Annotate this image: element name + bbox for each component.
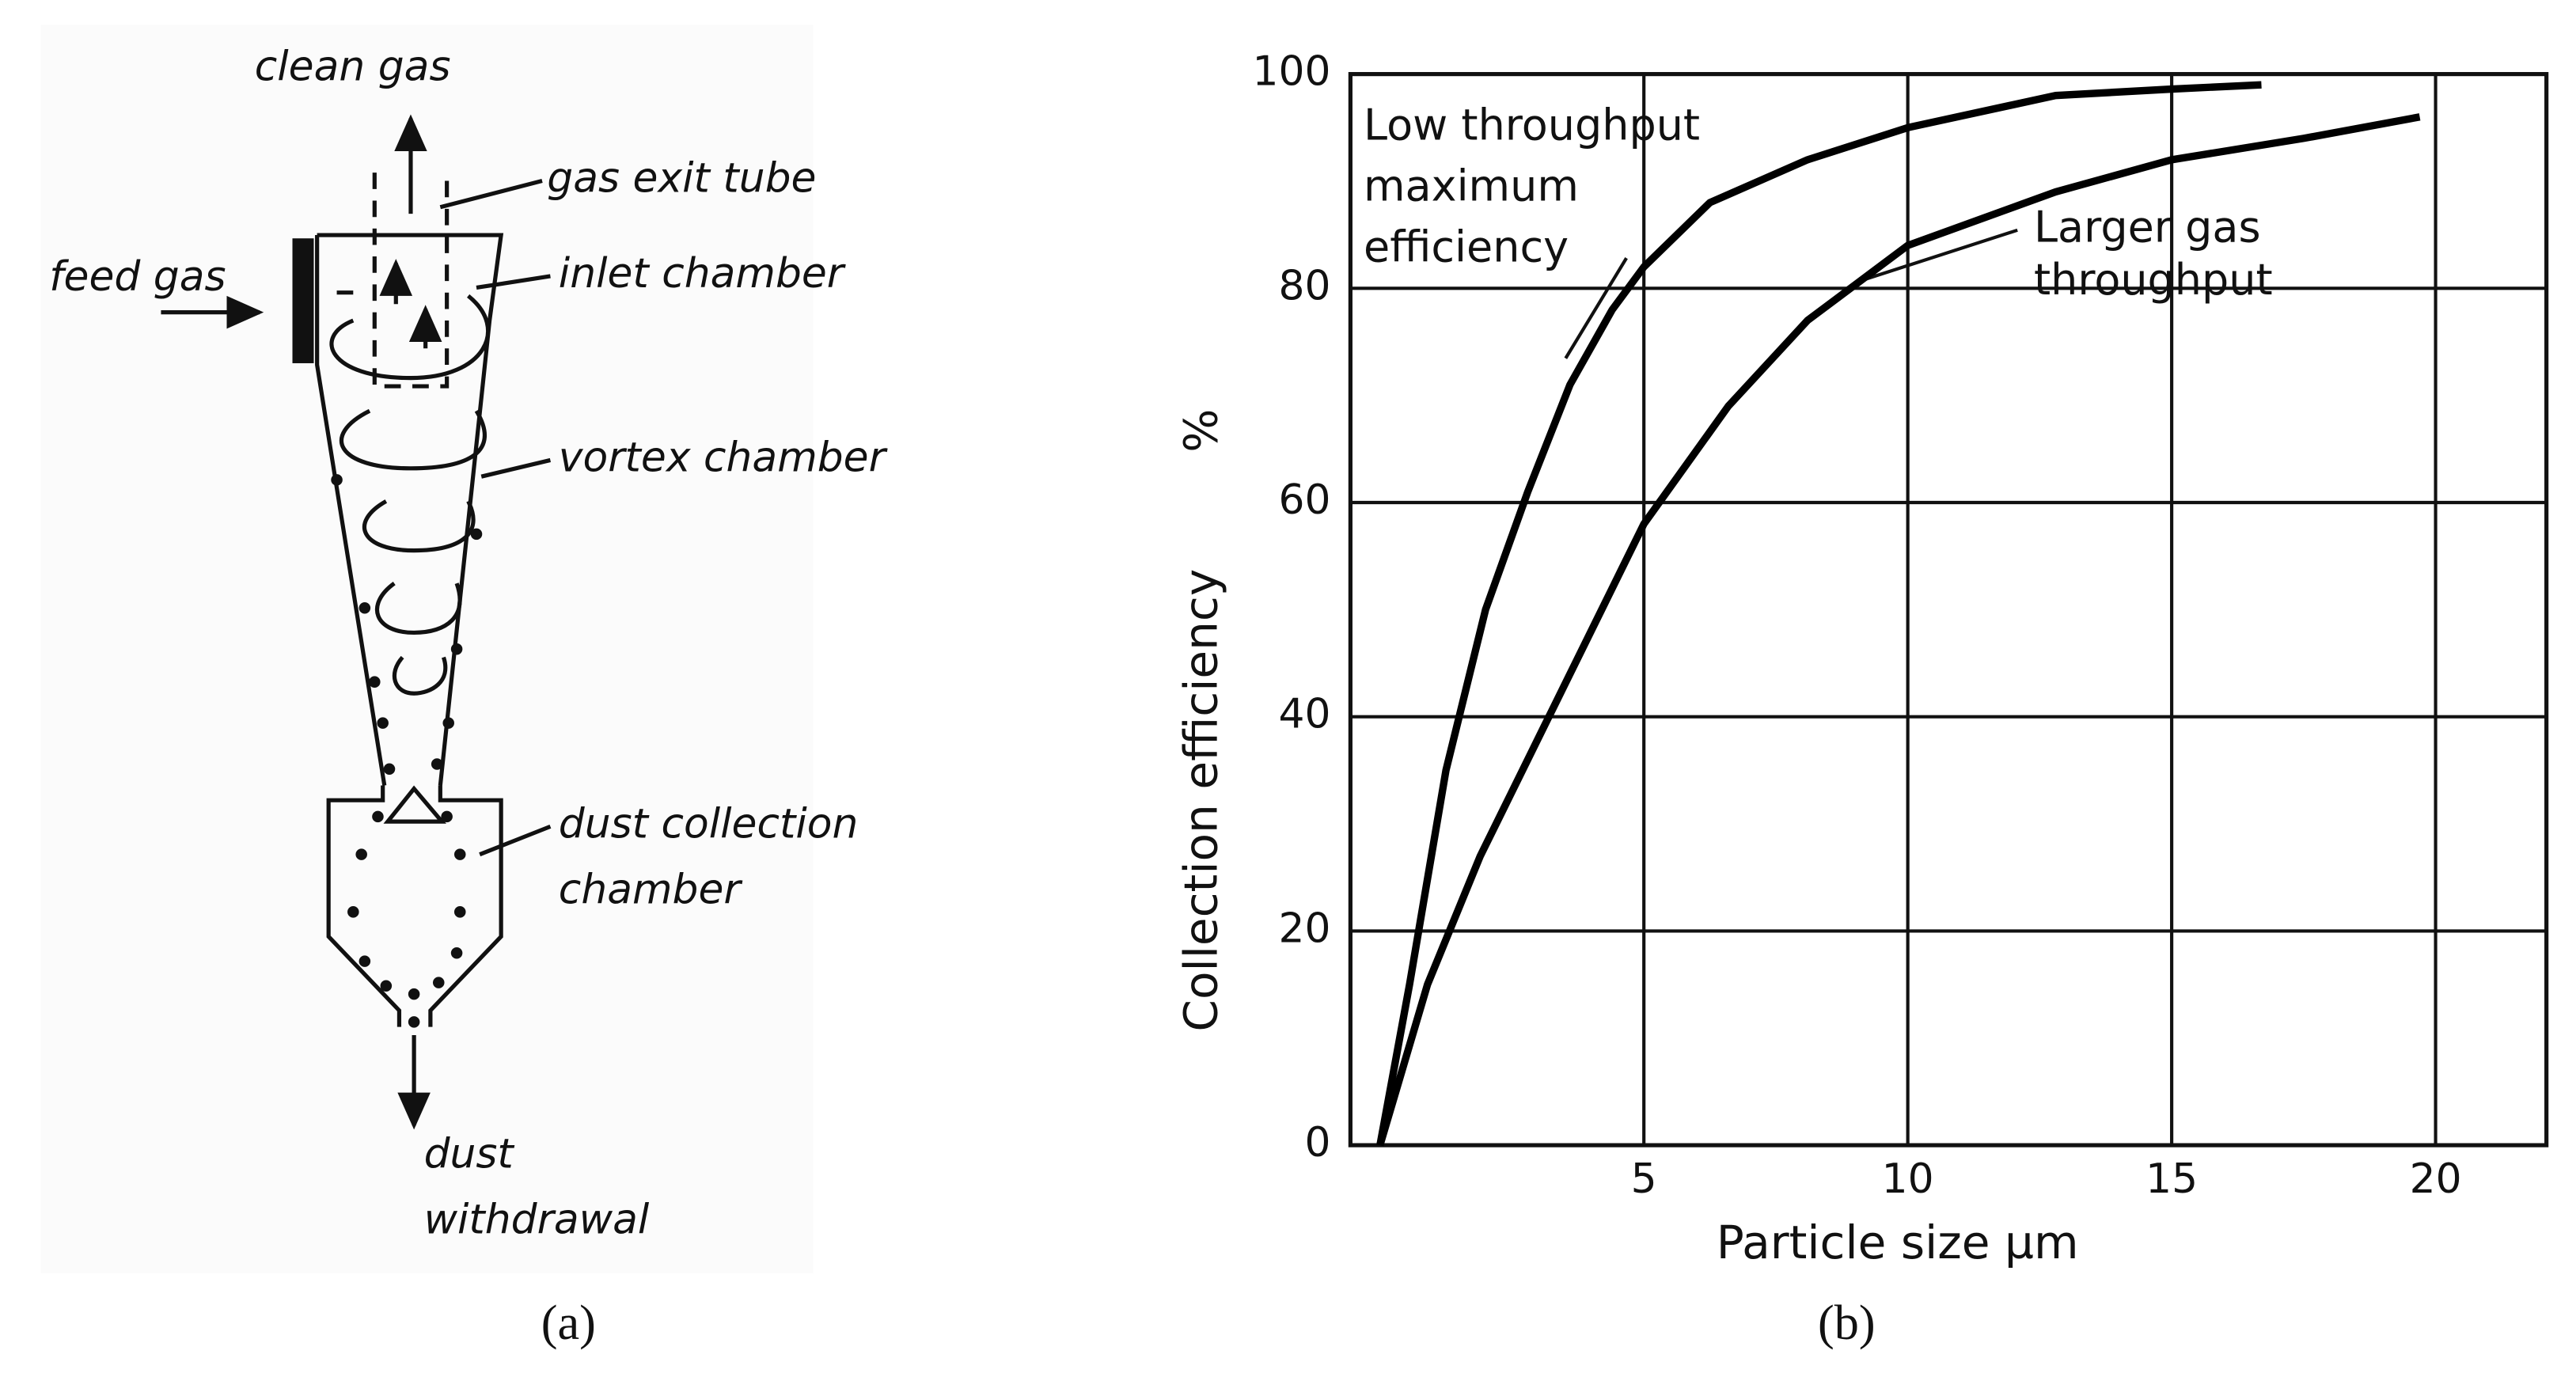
label: vortex chamber [559, 434, 889, 481]
label: clean gas [255, 43, 451, 90]
annotation-leader [1564, 228, 2018, 359]
x-tick-label: 20 [2410, 1155, 2462, 1203]
caption: (b) [1818, 1296, 1876, 1350]
y-tick-label: 60 [1278, 476, 1330, 524]
annotation: maximum [1364, 161, 1579, 211]
chart: Particle size µm Collection efficiency %… [1174, 48, 2549, 1269]
annotation: throughput [2034, 255, 2273, 305]
x-tick-label: 15 [2145, 1155, 2198, 1203]
y-tick-label: 80 [1278, 262, 1330, 309]
y-axis-unit: % [1174, 408, 1228, 452]
x-axis-label: Particle size µm [1717, 1216, 2079, 1269]
y-tick-label: 40 [1278, 691, 1330, 738]
label: withdrawal [424, 1197, 650, 1244]
x-tick-label: 10 [1882, 1155, 1934, 1203]
label: dust [424, 1131, 515, 1178]
curve [1376, 113, 2421, 1147]
label: dust collection [559, 800, 859, 848]
y-tick-label: 0 [1304, 1119, 1330, 1166]
annotation: efficiency [1364, 222, 1569, 271]
y-tick-label: 20 [1278, 905, 1330, 952]
annotation: Low throughput [1364, 101, 1700, 150]
curve [1376, 81, 2262, 1146]
label: inlet chamber [559, 250, 847, 298]
y-tick-label: 100 [1252, 48, 1330, 96]
label: chamber [559, 866, 744, 913]
label: feed gas [49, 253, 226, 301]
panel-a-background [40, 25, 814, 1274]
y-axis-label: Collection efficiency [1174, 569, 1228, 1032]
label: gas exit tube [547, 155, 816, 203]
cyclone-diagram [161, 114, 552, 1130]
x-tick-label: 5 [1631, 1155, 1657, 1203]
caption: (a) [541, 1296, 596, 1350]
annotation: Larger gas [2034, 202, 2261, 252]
